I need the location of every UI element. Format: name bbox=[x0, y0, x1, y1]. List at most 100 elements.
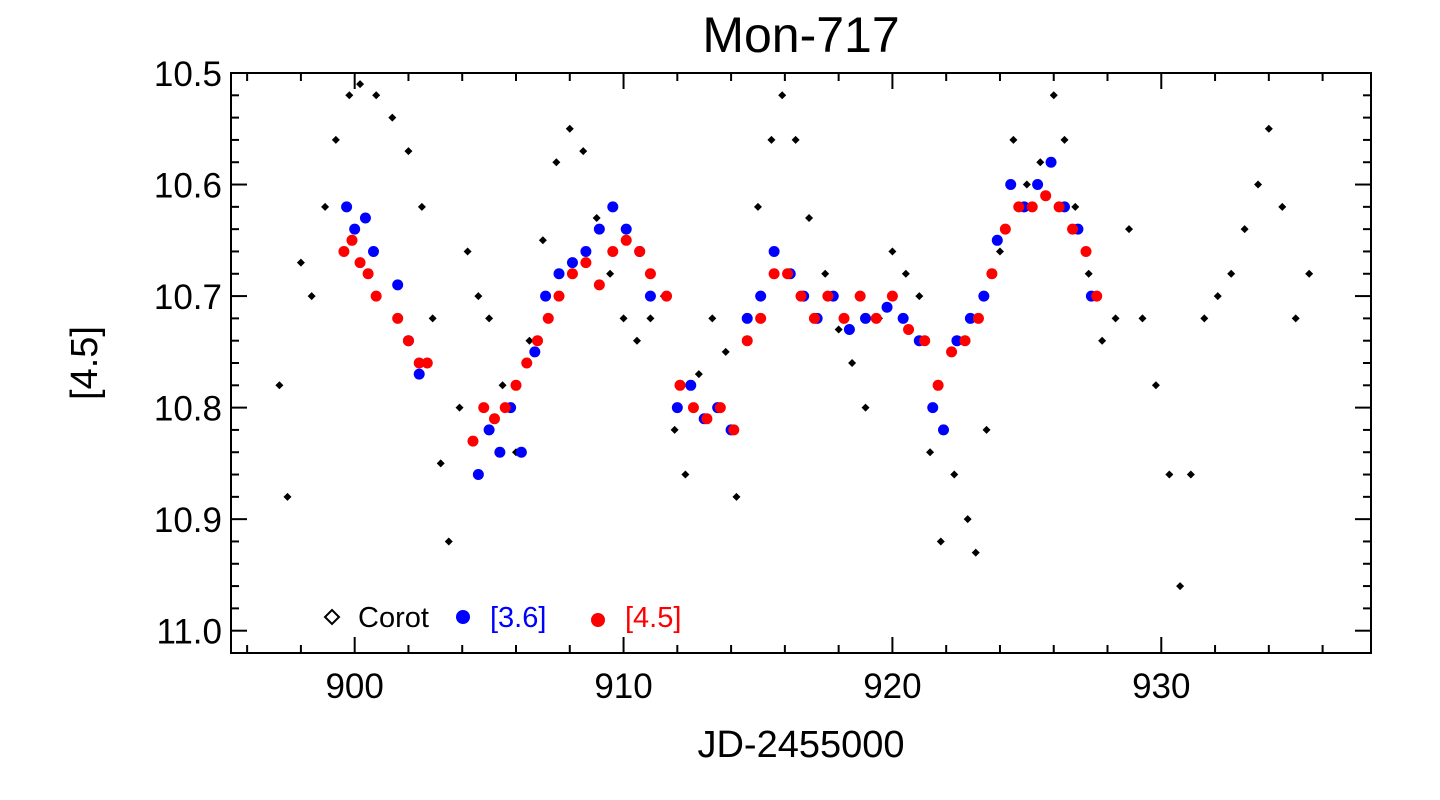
irac-3p6-point bbox=[951, 335, 963, 347]
irac-4p5-point bbox=[607, 245, 619, 257]
corot-point bbox=[619, 314, 628, 323]
irac-3p6-point bbox=[566, 257, 578, 269]
corot-point bbox=[1278, 202, 1287, 211]
corot-point bbox=[444, 537, 453, 546]
irac-3p6-point bbox=[359, 212, 371, 224]
irac-4p5-point bbox=[714, 402, 726, 414]
irac-4p5-point bbox=[634, 245, 646, 257]
irac-4p5-point bbox=[932, 379, 944, 391]
irac-4p5-point bbox=[972, 312, 984, 324]
corot-point bbox=[1264, 124, 1273, 133]
corot-point bbox=[971, 548, 980, 557]
irac-3p6-point bbox=[881, 301, 893, 313]
y-tick-label: 10.7 bbox=[154, 278, 222, 317]
x-axis-label: JD-2455000 bbox=[697, 724, 904, 766]
irac-4p5-point bbox=[1091, 290, 1103, 302]
irac-4p5-point bbox=[644, 268, 656, 280]
irac-4p5-point bbox=[768, 268, 780, 280]
irac-3p6-point bbox=[529, 346, 541, 358]
corot-point bbox=[592, 214, 601, 222]
irac-3p6-point bbox=[580, 245, 592, 257]
y-tick-label: 10.6 bbox=[154, 167, 222, 206]
irac-4p5-point bbox=[532, 335, 544, 347]
corot-point bbox=[670, 425, 679, 434]
corot-point bbox=[1254, 180, 1263, 189]
irac-4p5-point bbox=[542, 312, 554, 324]
corot-point bbox=[767, 135, 776, 144]
plot-frame bbox=[230, 72, 1372, 654]
axis-ticks bbox=[231, 72, 1371, 653]
corot-point bbox=[498, 381, 507, 390]
irac-4p5-point bbox=[886, 290, 898, 302]
irac-4p5-point bbox=[346, 234, 358, 246]
corot-point bbox=[982, 425, 991, 434]
irac-4p5-point bbox=[413, 357, 425, 369]
irac-3p6-point bbox=[392, 279, 404, 291]
corot-point bbox=[455, 403, 464, 412]
x-tick-label: 920 bbox=[863, 667, 921, 706]
irac-4p5-point bbox=[1067, 223, 1079, 235]
corot-point bbox=[1240, 225, 1249, 234]
irac-3p6-point bbox=[494, 446, 506, 458]
irac-4p5-point bbox=[566, 268, 578, 280]
corot-point bbox=[888, 247, 897, 256]
irac-4p5-point bbox=[808, 312, 820, 324]
series-0 bbox=[275, 80, 1314, 591]
corot-point bbox=[283, 492, 292, 501]
chart-title: Mon-717 bbox=[702, 7, 899, 63]
irac-4p5-point bbox=[478, 402, 490, 414]
irac-4p5-point bbox=[687, 402, 699, 414]
irac-4p5-point bbox=[510, 379, 522, 391]
irac-4p5-point bbox=[1080, 245, 1092, 257]
corot-point bbox=[1291, 314, 1300, 323]
irac-4p5-point bbox=[838, 312, 850, 324]
x-tick-label: 900 bbox=[325, 667, 383, 706]
corot-point bbox=[606, 269, 615, 278]
irac-4p5-point bbox=[919, 335, 931, 347]
corot-point bbox=[552, 158, 561, 167]
legend-marker-corot bbox=[323, 608, 341, 626]
irac-4p5-point bbox=[1040, 190, 1052, 202]
irac-4p5-point bbox=[421, 357, 433, 369]
irac-4p5-point bbox=[402, 335, 414, 347]
y-tick-label: 10.8 bbox=[154, 390, 222, 429]
legend-marker-4p5 bbox=[591, 613, 605, 627]
x-tick-label: 930 bbox=[1132, 667, 1190, 706]
corot-point bbox=[428, 314, 437, 323]
irac-3p6-point bbox=[755, 290, 767, 302]
irac-3p6-point bbox=[927, 402, 939, 414]
x-tick-label: 910 bbox=[594, 667, 652, 706]
corot-point bbox=[646, 314, 655, 323]
corot-point bbox=[708, 314, 717, 323]
irac-4p5-point bbox=[1026, 201, 1038, 213]
corot-point bbox=[791, 135, 800, 144]
irac-3p6-point bbox=[553, 268, 565, 280]
corot-point bbox=[436, 459, 445, 468]
irac-4p5-point bbox=[499, 402, 511, 414]
irac-3p6-point bbox=[991, 234, 1003, 246]
irac-3p6-point bbox=[483, 424, 495, 436]
series-2 bbox=[338, 190, 1103, 447]
irac-4p5-point bbox=[959, 335, 971, 347]
corot-point bbox=[275, 381, 284, 390]
irac-4p5-point bbox=[580, 257, 592, 269]
legend-label-corot: Corot bbox=[358, 602, 429, 634]
irac-4p5-point bbox=[354, 257, 366, 269]
legend: Corot [3.6] [4.5] bbox=[323, 602, 681, 634]
irac-4p5-point bbox=[1013, 201, 1025, 213]
irac-4p5-point bbox=[488, 413, 500, 425]
corot-point bbox=[950, 470, 959, 479]
irac-3p6-point bbox=[938, 424, 949, 436]
corot-point bbox=[732, 492, 741, 501]
irac-3p6-point bbox=[644, 290, 656, 302]
corot-point bbox=[565, 124, 574, 133]
corot-point bbox=[1213, 292, 1222, 301]
corot-point bbox=[372, 91, 381, 100]
corot-point bbox=[1138, 314, 1147, 323]
corot-point bbox=[1111, 314, 1120, 323]
irac-4p5-point bbox=[728, 424, 740, 436]
y-tick-label: 10.5 bbox=[154, 55, 222, 94]
corot-point bbox=[388, 113, 397, 122]
irac-3p6-point bbox=[978, 290, 990, 302]
